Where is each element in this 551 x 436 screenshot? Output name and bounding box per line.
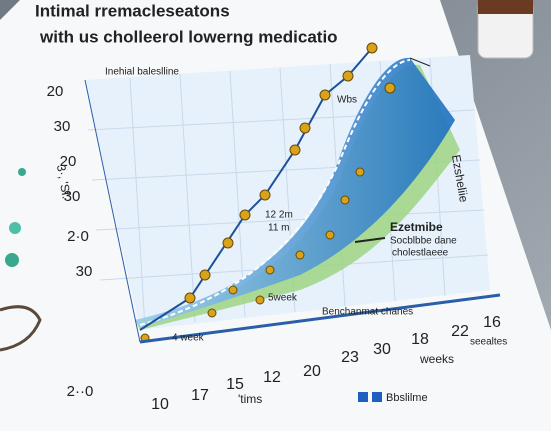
x-axis-label: weeks <box>419 352 454 366</box>
x-tick-label: 16 <box>483 314 501 331</box>
glasses <box>0 305 42 352</box>
annotation: Socblbbe dane <box>390 236 457 247</box>
annotation: Benchanmat chanes <box>322 307 413 318</box>
y-axis-label: 3·, 'Sf. <box>54 164 74 200</box>
baseline-curve <box>139 59 411 326</box>
x-tick-label: 17 <box>191 387 209 404</box>
markers <box>140 42 396 343</box>
annotation: 12 2m <box>265 210 293 221</box>
arrow <box>409 57 431 67</box>
annotation: 5week <box>268 293 298 304</box>
x-tick-label: 22 <box>451 323 469 340</box>
x-tick-label: 23 <box>341 349 359 366</box>
x-axis <box>139 293 501 344</box>
x-axis-sublabel: 'tims <box>238 392 262 406</box>
annotation: 4 week <box>172 333 205 344</box>
y-tick-label: 2·0 <box>67 228 89 245</box>
bottle <box>477 0 534 59</box>
pill <box>9 222 21 234</box>
y-tick-label: 20 <box>47 83 64 100</box>
arrow <box>354 237 386 243</box>
x-tick-label: 15 <box>226 376 244 393</box>
annotation: Ezetmibe <box>390 220 443 234</box>
x-tick-label: 12 <box>263 369 281 386</box>
y-tick-label: 20 <box>60 153 77 170</box>
x-tick-label: 30 <box>373 341 391 358</box>
y-tick-label: 2··0 <box>67 383 94 400</box>
annotation: Wbs <box>337 95 357 106</box>
title: with us cholleerol lowerng medicatio <box>39 27 338 46</box>
legend-label: Bbslilme <box>386 392 428 404</box>
x-tick-label: 20 <box>303 363 321 380</box>
bottle-cap <box>478 0 533 14</box>
corner-label: seealtes <box>470 337 507 348</box>
annotation: cholestlaeee <box>392 248 449 259</box>
legend-swatch <box>358 392 368 402</box>
title: Intimal rremacleseatons <box>35 1 230 20</box>
legend-swatch <box>372 392 382 402</box>
pill <box>5 253 19 267</box>
annotation: 11 m <box>268 223 290 234</box>
y-tick-label: 30 <box>54 118 71 135</box>
pill <box>18 168 26 176</box>
y-axis <box>84 79 141 343</box>
y-tick-label: 30 <box>76 263 93 280</box>
x-tick-label: 18 <box>411 331 429 348</box>
y-tick-label: 30 <box>64 188 81 205</box>
x-tick-label: 10 <box>151 396 169 413</box>
blue-band <box>135 57 455 328</box>
annotation: Inehial baleslline <box>105 67 179 78</box>
